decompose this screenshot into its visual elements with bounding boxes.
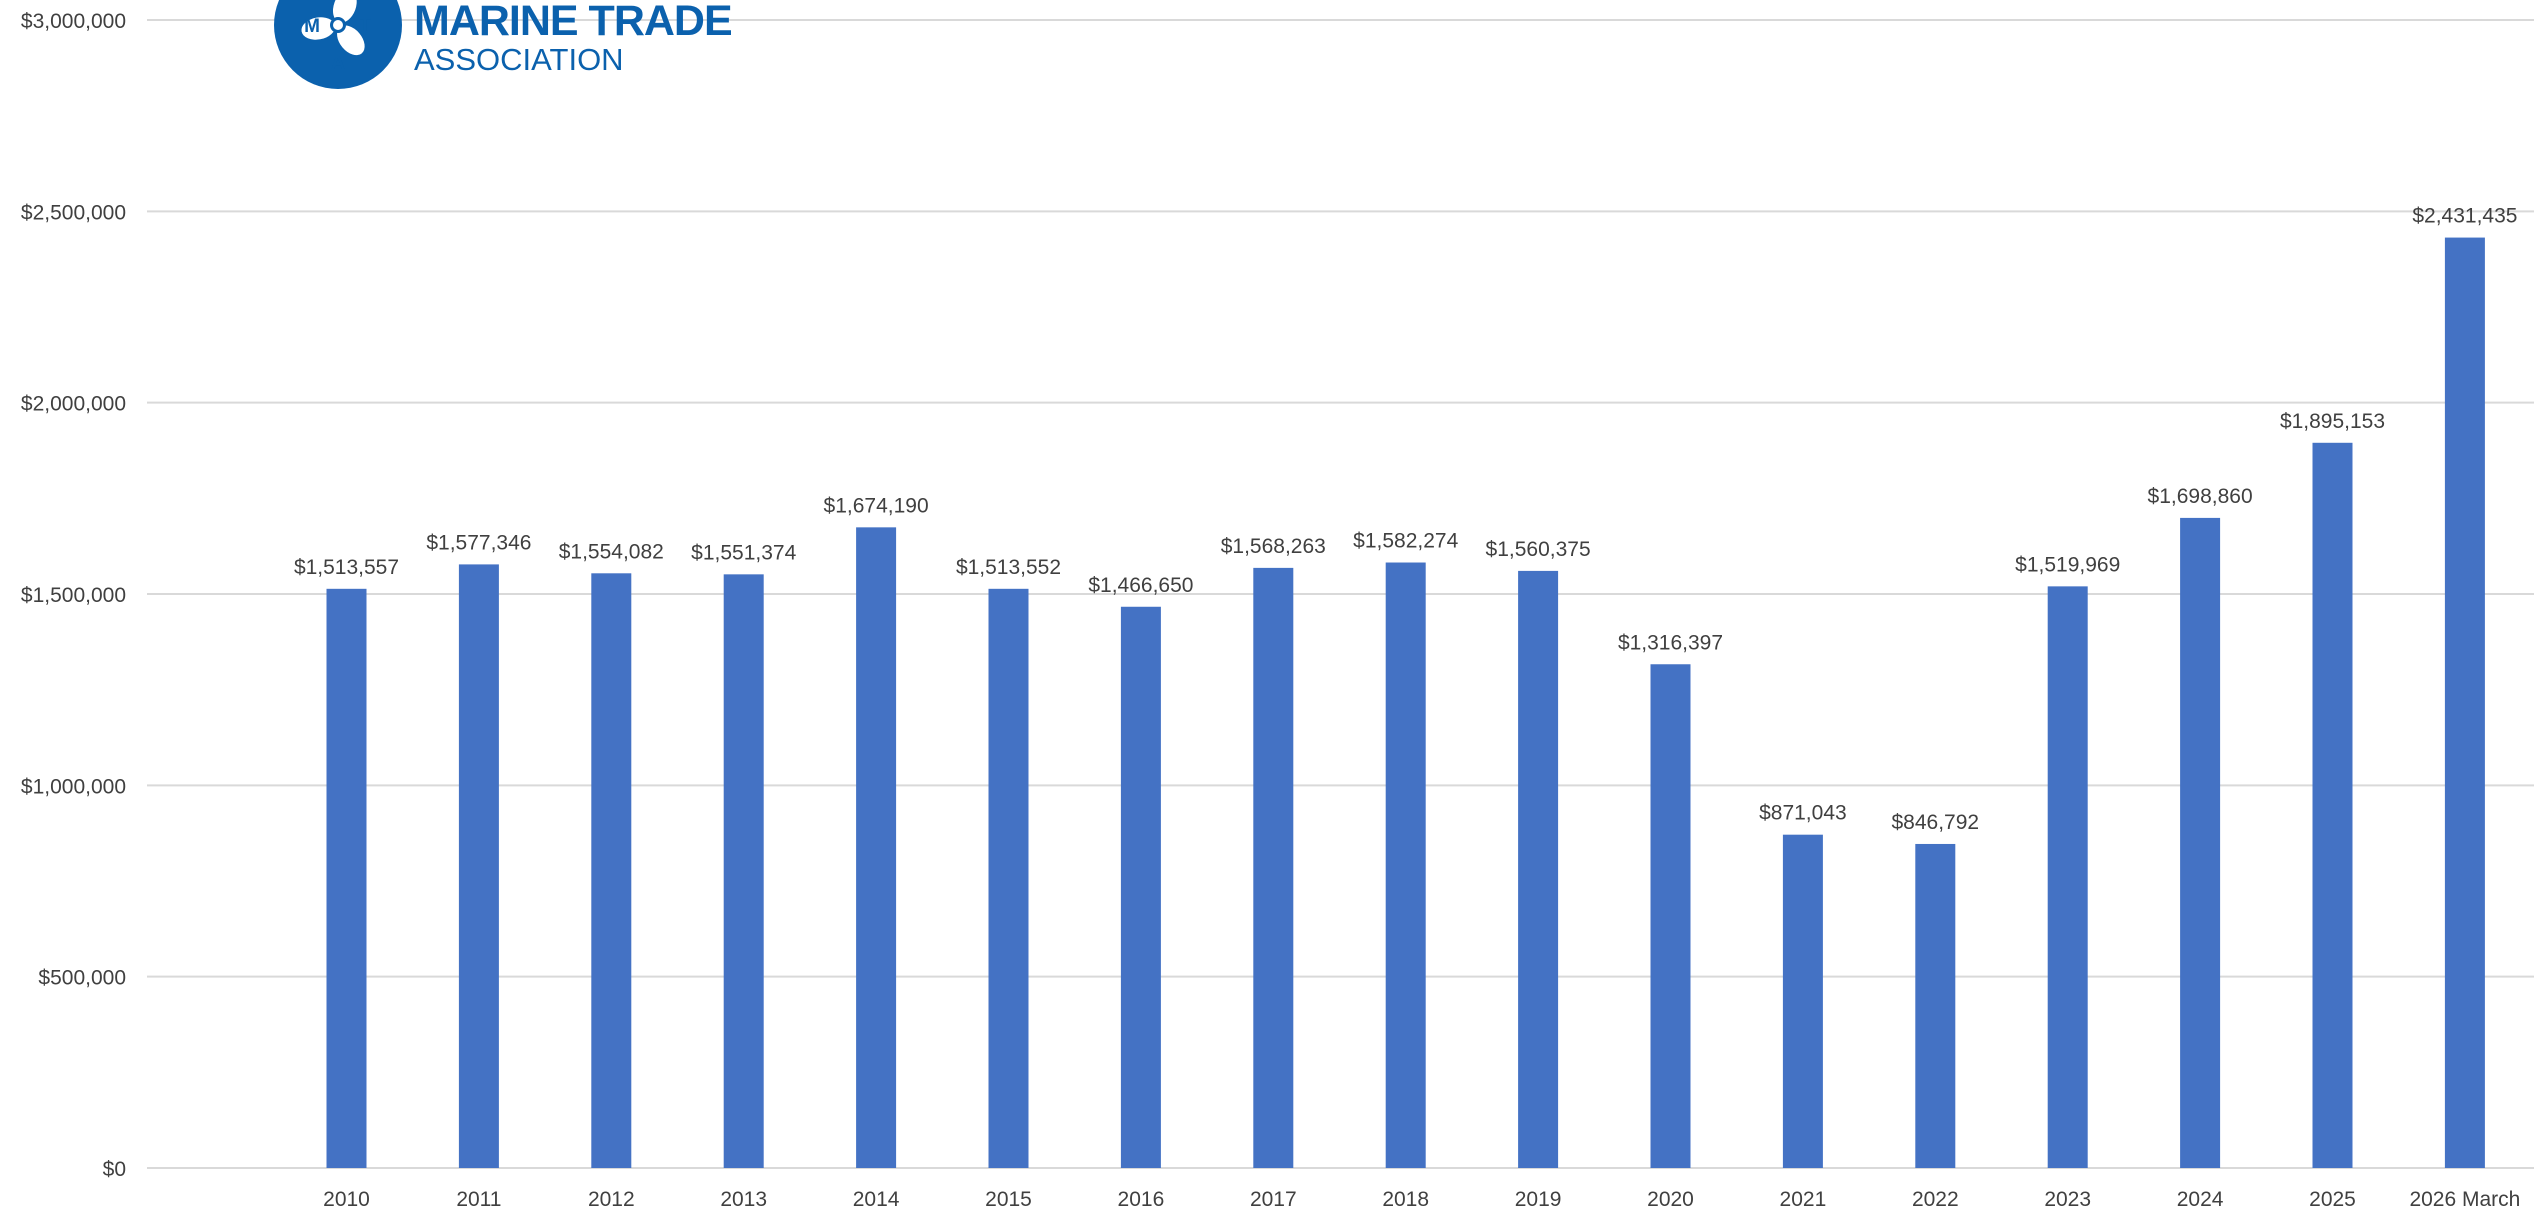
data-label: $1,551,374 [691, 541, 796, 564]
x-tick-label: 2011 [456, 1188, 501, 1211]
y-tick-label: $0 [103, 1158, 126, 1181]
data-label: $846,792 [1892, 811, 1980, 834]
bar [1253, 567, 1294, 1168]
bar [1650, 664, 1691, 1168]
data-label: $1,513,557 [294, 556, 399, 579]
bar [1518, 570, 1559, 1168]
bar [2444, 237, 2485, 1169]
bar [988, 588, 1029, 1168]
x-tick-label: 2024 [2177, 1188, 2224, 1211]
bar [2047, 586, 2088, 1168]
propeller-blades [301, 0, 365, 56]
data-labels: $1,513,557 $1,577,346 $1,554,082 $1,551,374… [294, 205, 2518, 834]
logo-title: MARINE TRADE [414, 0, 733, 45]
bar [1120, 606, 1161, 1168]
x-axis-tick-labels: 2010 2011 2012 2013 2014 2015 2016 2017 2018 2019… [323, 1188, 2520, 1211]
bar [2180, 517, 2221, 1168]
data-label: $2,431,435 [2412, 205, 2517, 228]
bar [2312, 442, 2353, 1169]
data-label: $1,577,346 [426, 531, 531, 554]
data-label: $1,582,274 [1353, 530, 1458, 553]
y-tick-label: $2,000,000 [21, 393, 126, 416]
data-label: $1,519,969 [2015, 553, 2120, 576]
logo-letter-m: M [304, 16, 320, 37]
bar [723, 574, 764, 1168]
data-label: $1,895,153 [2280, 410, 2385, 433]
x-tick-label: 2017 [1250, 1188, 1297, 1211]
x-tick-label: 2019 [1515, 1188, 1562, 1211]
gridlines [147, 19, 2534, 1169]
x-tick-label: 2020 [1647, 1188, 1694, 1211]
data-label: $1,316,397 [1618, 631, 1723, 654]
data-label: $1,568,263 [1221, 535, 1326, 558]
data-label: $871,043 [1759, 802, 1847, 825]
mta-logo: M T A MARINE TRADE ASSOCIATION [274, 0, 734, 92]
y-tick-label: $1,500,000 [21, 584, 126, 607]
y-tick-label: $1,000,000 [21, 775, 126, 798]
y-tick-label: $2,500,000 [21, 201, 126, 224]
x-tick-label: 2026 March [2409, 1188, 2520, 1211]
x-tick-label: 2012 [588, 1188, 635, 1211]
bar [1915, 843, 1956, 1168]
x-tick-label: 2010 [323, 1188, 370, 1211]
x-tick-label: 2014 [853, 1188, 900, 1211]
data-label: $1,466,650 [1088, 574, 1193, 597]
logo-letter-a: A [331, 53, 345, 74]
data-label: $1,698,860 [2148, 485, 2253, 508]
bar [458, 564, 499, 1168]
bar [1782, 834, 1823, 1168]
x-tick-label: 2013 [720, 1188, 767, 1211]
x-tick-label: 2021 [1780, 1188, 1827, 1211]
bar [856, 527, 897, 1168]
bars [326, 237, 2485, 1169]
propeller-logo-icon: M T A [274, 0, 402, 89]
x-tick-label: 2018 [1382, 1188, 1429, 1211]
y-axis-tick-labels: $0 $500,000 $1,000,000 $1,500,000 $2,000,000… [21, 10, 126, 1181]
data-label: $1,560,375 [1486, 538, 1591, 561]
data-label: $1,513,552 [956, 556, 1061, 579]
x-tick-label: 2023 [2044, 1188, 2091, 1211]
data-label: $1,674,190 [824, 494, 929, 517]
y-tick-label: $3,000,000 [21, 10, 126, 33]
x-tick-label: 2022 [1912, 1188, 1959, 1211]
bar [591, 573, 632, 1168]
logo-subtitle: ASSOCIATION [414, 42, 624, 77]
x-tick-label: 2025 [2309, 1188, 2356, 1211]
bar [326, 588, 367, 1168]
y-tick-label: $500,000 [38, 967, 126, 990]
x-tick-label: 2016 [1118, 1188, 1165, 1211]
logo-letter-t: T [359, 15, 371, 36]
x-tick-label: 2015 [985, 1188, 1032, 1211]
bar [1385, 562, 1426, 1168]
data-label: $1,554,082 [559, 540, 664, 563]
